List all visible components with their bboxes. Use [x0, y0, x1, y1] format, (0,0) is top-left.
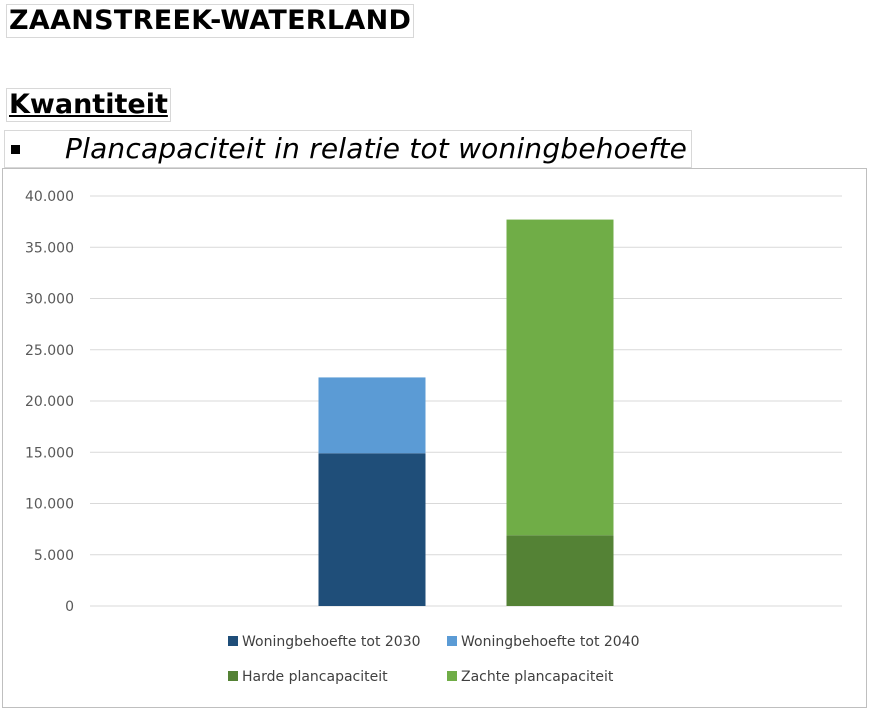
y-tick-label: 35.000 — [25, 240, 74, 256]
bar-segment-4 — [506, 219, 614, 536]
legend-label: Woningbehoefte tot 2030 — [242, 634, 421, 650]
legend-swatch — [228, 636, 238, 646]
y-axis-tick-labels: 0 5.000 10.000 15.000 20.000 25.000 30.000 35.0… — [25, 189, 74, 615]
y-tick-label: 40.000 — [25, 189, 74, 205]
y-tick-label: 5.000 — [34, 548, 74, 564]
bar-segment-2 — [318, 377, 426, 454]
subheading-text: Plancapaciteit in relatie tot woningbeho… — [65, 132, 688, 165]
legend-swatch — [447, 636, 457, 646]
gridlines — [90, 195, 842, 607]
legend-swatch — [447, 671, 457, 681]
section-heading: Kwantiteit — [6, 88, 171, 122]
legend-swatch — [228, 671, 238, 681]
region-title: ZAANSTREEK-WATERLAND — [6, 4, 415, 38]
chart-frame — [2, 168, 867, 708]
y-tick-label: 20.000 — [25, 394, 74, 410]
legend-label: Zachte plancapaciteit — [461, 669, 614, 685]
bar-segment-3 — [506, 535, 614, 606]
y-tick-label: 25.000 — [25, 343, 74, 359]
y-tick-label: 10.000 — [25, 497, 74, 513]
y-tick-label: 30.000 — [25, 292, 74, 308]
bullet-square-icon — [11, 144, 20, 154]
bars — [318, 219, 614, 606]
legend-label: Harde plancapaciteit — [242, 669, 388, 685]
legend-label: Woningbehoefte tot 2040 — [461, 634, 640, 650]
bar-segment-1 — [318, 453, 426, 606]
y-tick-label: 15.000 — [25, 445, 74, 461]
legend: Woningbehoefte tot 2030 Woningbehoefte to… — [228, 634, 640, 685]
y-tick-label: 0 — [65, 599, 74, 615]
subheading-row: Plancapaciteit in relatie tot woningbeho… — [4, 130, 693, 168]
